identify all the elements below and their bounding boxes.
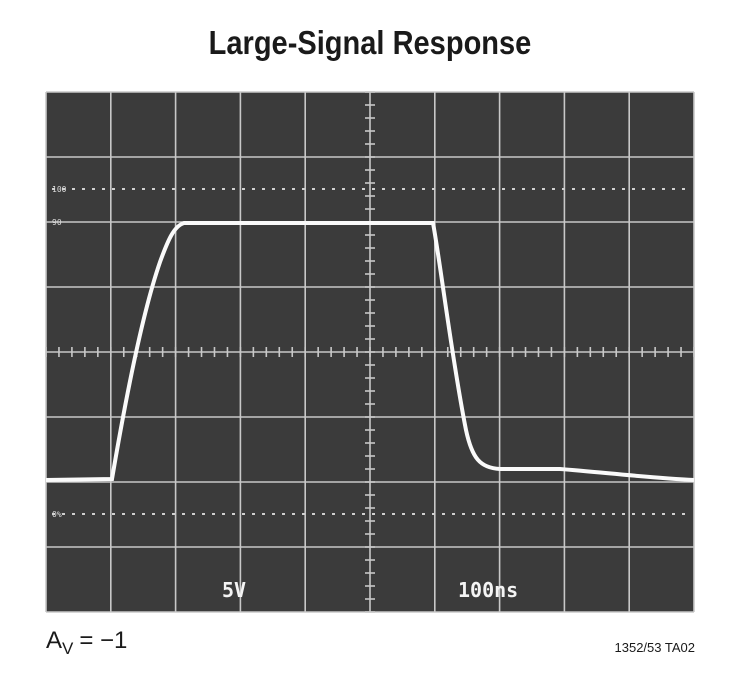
- mark-label: 0%: [52, 510, 62, 519]
- mark-label: 100: [52, 185, 67, 194]
- time-per-div: 100ns: [458, 578, 518, 602]
- mark-label: 90: [52, 218, 62, 227]
- gain-subscript: V: [62, 639, 74, 658]
- gain-caption: AV = −1: [46, 627, 127, 658]
- gain-symbol: A: [46, 627, 62, 654]
- volts-per-div: 5V: [222, 578, 246, 602]
- figure-id: 1352/53 TA02: [615, 640, 695, 655]
- signal-trace: [45, 221, 695, 482]
- figure-title: Large-Signal Response: [209, 24, 532, 61]
- gain-value: = −1: [79, 627, 127, 654]
- reference-lines: [52, 188, 690, 515]
- graticule: [45, 91, 695, 613]
